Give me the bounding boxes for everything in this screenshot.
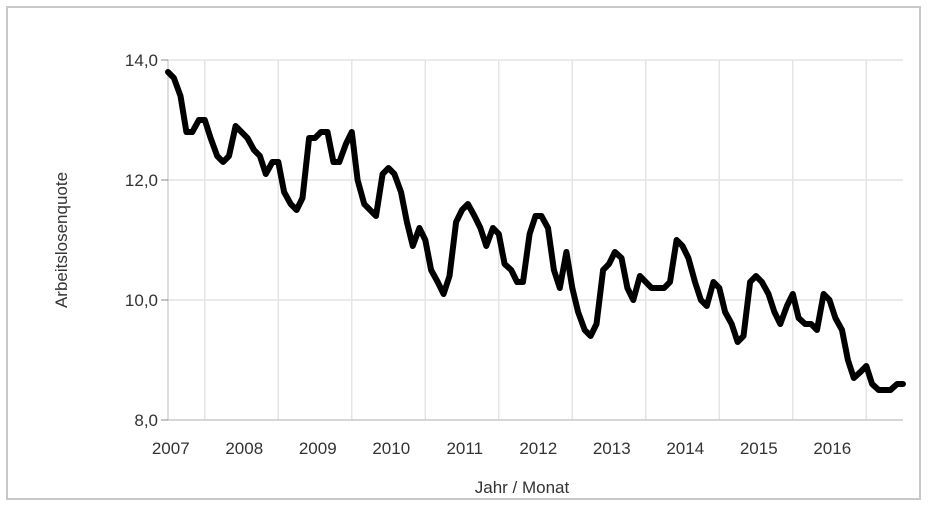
- y-tick-label: 8,0: [134, 411, 158, 430]
- x-tick-label: 2010: [372, 439, 410, 458]
- y-axis-title: Arbeitslosenquote: [52, 172, 71, 308]
- x-tick-label: 2008: [225, 439, 263, 458]
- chart-frame: [6, 6, 921, 500]
- x-tick-label: 2012: [519, 439, 557, 458]
- x-tick-label: 2007: [152, 439, 190, 458]
- x-tick-label: 2009: [299, 439, 337, 458]
- y-tick-label: 14,0: [125, 51, 158, 70]
- grid: [167, 59, 903, 421]
- x-axis-ticks: 2007 2008 2009 2010 2011 2012 2013 2014 2015 2016: [152, 439, 851, 458]
- x-tick-label: 2016: [813, 439, 851, 458]
- series-layer: [165, 69, 906, 393]
- x-tick-label: 2014: [666, 439, 704, 458]
- x-axis-title: Jahr / Monat: [475, 478, 570, 497]
- y-tick-label: 12,0: [125, 171, 158, 190]
- x-tick-label: 2013: [593, 439, 631, 458]
- y-tick-label: 10,0: [125, 291, 158, 310]
- x-tick-label: 2015: [740, 439, 778, 458]
- y-axis-ticks: 8,0 10,0 12,0 14,0: [125, 51, 168, 430]
- x-tick-label: 2011: [446, 439, 483, 458]
- series-line: [165, 69, 906, 393]
